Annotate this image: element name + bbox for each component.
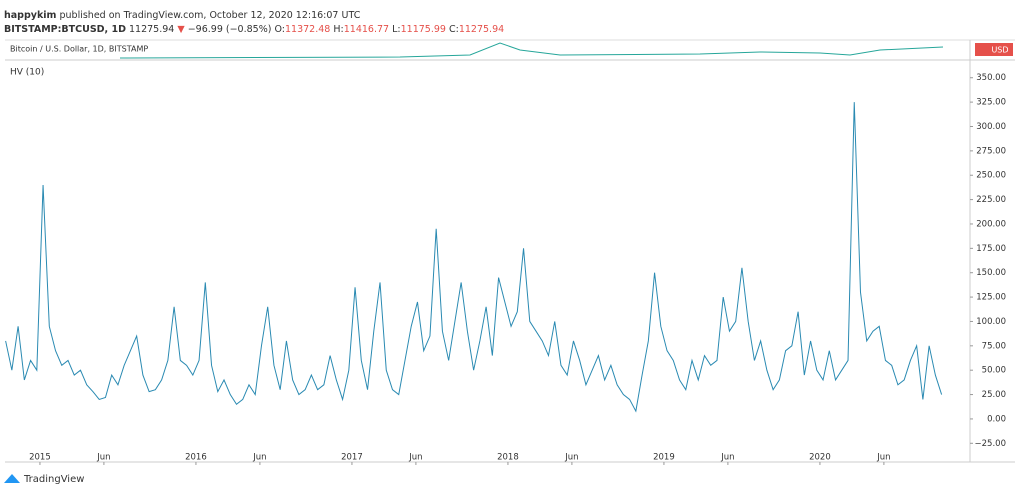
x-tick-label: 2019 — [653, 453, 675, 463]
y-tick-label: 50.00 — [982, 366, 1006, 376]
hv-line — [5, 102, 943, 413]
x-tick-label: Jun — [408, 453, 422, 463]
x-tick-label: 2018 — [497, 453, 519, 463]
change: −96.99 (−0.85%) — [187, 24, 272, 35]
x-tick-label: 2017 — [341, 453, 363, 463]
price-preview — [119, 42, 944, 59]
close: 11275.94 — [458, 24, 505, 35]
y-tick-label: 150.00 — [976, 268, 1006, 278]
x-tick-label: Jun — [96, 453, 110, 463]
currency: USD — [991, 46, 1008, 55]
pane-title: Bitcoin / U.S. Dollar, 1D, BITSTAMP — [10, 45, 148, 54]
low-label: L: — [392, 24, 401, 35]
publish-line: happykim published on TradingView.com, O… — [4, 10, 360, 21]
y-tick-label: −25.00 — [975, 439, 1006, 449]
last: 11275.94 — [129, 24, 175, 35]
open: 11372.48 — [285, 24, 331, 35]
x-tick-label: Jun — [564, 453, 578, 463]
y-tick-label: 275.00 — [976, 146, 1006, 156]
x-tick-label: 2015 — [29, 453, 51, 463]
x-tick-label: 2020 — [809, 453, 831, 463]
currency-box — [975, 43, 1013, 56]
brand: TradingView — [23, 474, 84, 485]
y-tick-label: 200.00 — [976, 219, 1006, 229]
x-tick-label: Jun — [876, 453, 890, 463]
low: 11175.99 — [400, 24, 446, 35]
indicator-title: HV (10) — [10, 68, 44, 78]
high: 11416.77 — [343, 24, 390, 35]
x-tick-label: 2016 — [185, 453, 207, 463]
y-tick-label: 0.00 — [987, 414, 1006, 424]
x-tick-label: Jun — [252, 453, 266, 463]
arrow: ▼ — [177, 24, 185, 35]
x-tick-label: Jun — [720, 453, 734, 463]
y-tick-label: 100.00 — [976, 317, 1006, 327]
y-tick-label: 125.00 — [976, 293, 1006, 303]
y-tick-label: 325.00 — [976, 98, 1006, 108]
symbol: BITSTAMP:BTCUSD, 1D — [4, 24, 126, 35]
close-label: C: — [448, 24, 459, 35]
y-tick-label: 225.00 — [976, 195, 1006, 205]
brand-logo — [4, 474, 20, 483]
y-tick-label: 175.00 — [976, 244, 1006, 254]
y-tick-label: 300.00 — [976, 122, 1006, 132]
author: happykim — [4, 10, 57, 21]
high-label: H: — [333, 24, 344, 35]
y-tick-label: 75.00 — [982, 341, 1006, 351]
open-label: O: — [274, 24, 285, 35]
published: published on TradingView.com, October 12… — [59, 10, 361, 21]
quote-line: BITSTAMP:BTCUSD, 1D 11275.94 ▼ −96.99 (−… — [4, 24, 504, 35]
y-tick-label: 25.00 — [982, 390, 1006, 400]
y-tick-label: 350.00 — [976, 73, 1006, 83]
y-tick-label: 250.00 — [976, 171, 1006, 181]
